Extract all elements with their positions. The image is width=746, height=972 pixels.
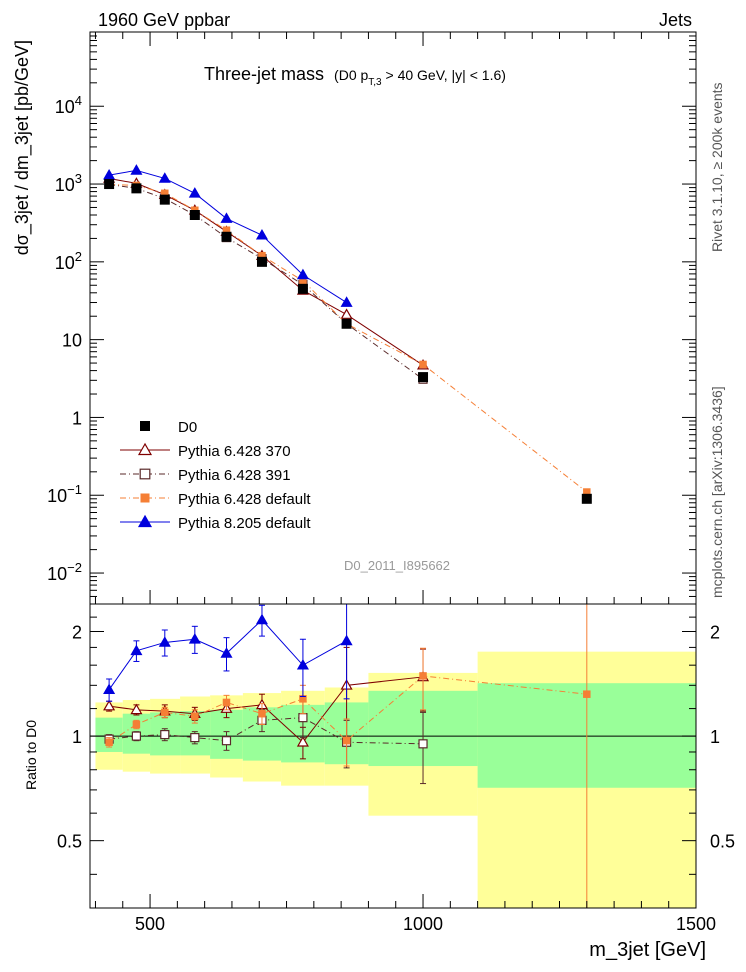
ratio-point [418,739,428,749]
series-point [299,277,307,285]
ratio-point [220,647,233,658]
ratio-point [130,703,143,715]
series-point [419,360,427,369]
legend-label: Pythia 6.428 391 [178,467,291,484]
ratio-point [103,683,116,695]
ratio-point [221,736,232,746]
legend-marker [140,421,150,431]
analysis-watermark: D0_2011_I895662 [344,558,450,573]
ratio-point [103,699,116,711]
rivet-label: Rivet 3.1.10, ≥ 200k events [709,82,725,252]
ratio-tick-label-right: 0.5 [710,832,735,852]
series-point [161,189,169,198]
ratio-tick-label-right: 1 [710,727,720,747]
title-cond-sub: T,3 [368,77,382,88]
ratio-tick-label: 0.5 [57,832,82,852]
y-tick-label: 1 [72,408,82,428]
series-point [220,212,233,223]
ratio-point [132,720,141,729]
series-point [158,172,171,183]
series-point [103,168,116,180]
ratio-point [258,709,266,718]
ratio-point [299,695,307,703]
title-cond: (D0 p [334,67,368,83]
ratio-point [296,658,309,670]
legend-label: Pythia 6.428 370 [178,443,291,460]
mcplots-label: mcplots.cern.ch [arXiv:1306.3436] [709,386,725,598]
ratio-point [130,644,143,656]
ratio-point [255,613,269,625]
ratio-tick-label-right: 2 [710,623,720,643]
process-label: Jets [659,10,692,30]
series-line [109,183,588,493]
ratio-point [298,713,308,723]
y-tick-label: 103 [55,171,82,195]
data-point [297,283,308,294]
data-point [131,183,142,194]
ratio-point [191,712,199,721]
y-tick-label: 10 [62,331,82,351]
ratio-point [342,736,351,745]
x-tick-label: 500 [135,914,165,934]
series-point [130,164,143,175]
legend-marker [140,493,150,503]
ratio-point [188,633,201,644]
ratio-tick-label: 1 [72,727,82,747]
ratio-point [158,636,171,647]
series-point [583,488,591,496]
y-axis-label: dσ_3jet / dm_3jet [pb/GeV] [12,40,33,255]
series-line [109,177,424,366]
legend-marker [139,468,151,480]
ratio-point [161,708,169,717]
y-tick-label: 104 [55,93,82,117]
title-cond-post: > 40 GeV, |y| < 1.6) [382,67,506,83]
ratio-point [296,736,309,747]
ratio-point [583,690,591,698]
chart-title: Three-jet mass (D0 pT,3 > 40 GeV, |y| < 1… [204,64,506,88]
x-tick-label: 1000 [403,914,443,934]
series-point [188,187,201,198]
legend-label: Pythia 6.428 default [178,491,311,508]
series-point [296,268,309,280]
data-point [581,493,592,504]
data-point [256,256,267,267]
x-axis-label: m_3jet [GeV] [589,939,706,961]
data-point [189,209,200,220]
data-point [159,194,170,205]
data-point [221,231,232,242]
series-line [109,169,347,303]
ratio-point [419,672,427,680]
legend-label: D0 [178,419,197,436]
ratio-line [108,675,587,743]
series-point [255,228,269,240]
y-tick-label: 10−1 [47,482,82,506]
legend-label: Pythia 8.205 default [178,515,311,532]
ratio-tick-label: 2 [72,623,82,643]
ratio-point [131,731,142,741]
ratio-point [190,733,200,743]
data-point [104,179,115,190]
ratio-plot-frame [89,603,697,909]
ratio-point [222,698,231,707]
x-tick-label: 1500 [676,914,716,934]
legend-marker [137,514,153,528]
legend-marker [137,442,153,456]
ratio-line [108,619,347,690]
y-tick-label: 10−2 [47,560,82,584]
series-point [222,226,231,234]
ratio-point [340,634,353,646]
series-point [258,251,266,260]
series-line [109,183,424,380]
data-point [418,372,429,383]
ratio-point [105,738,113,746]
data-point [341,318,352,329]
ratio-axis-label: Ratio to D0 [23,720,39,790]
series-point [340,296,353,307]
ratio-point [160,729,170,740]
series-point [340,308,353,319]
collider-label: 1960 GeV ppbar [98,10,230,30]
y-tick-label: 102 [55,249,82,273]
title-main: Three-jet mass [204,64,324,84]
